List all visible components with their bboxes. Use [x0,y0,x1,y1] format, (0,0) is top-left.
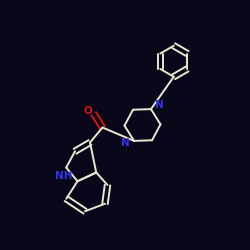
Text: N: N [121,138,130,147]
Text: N: N [155,100,164,110]
Text: O: O [84,106,92,116]
Text: NH: NH [55,171,72,181]
